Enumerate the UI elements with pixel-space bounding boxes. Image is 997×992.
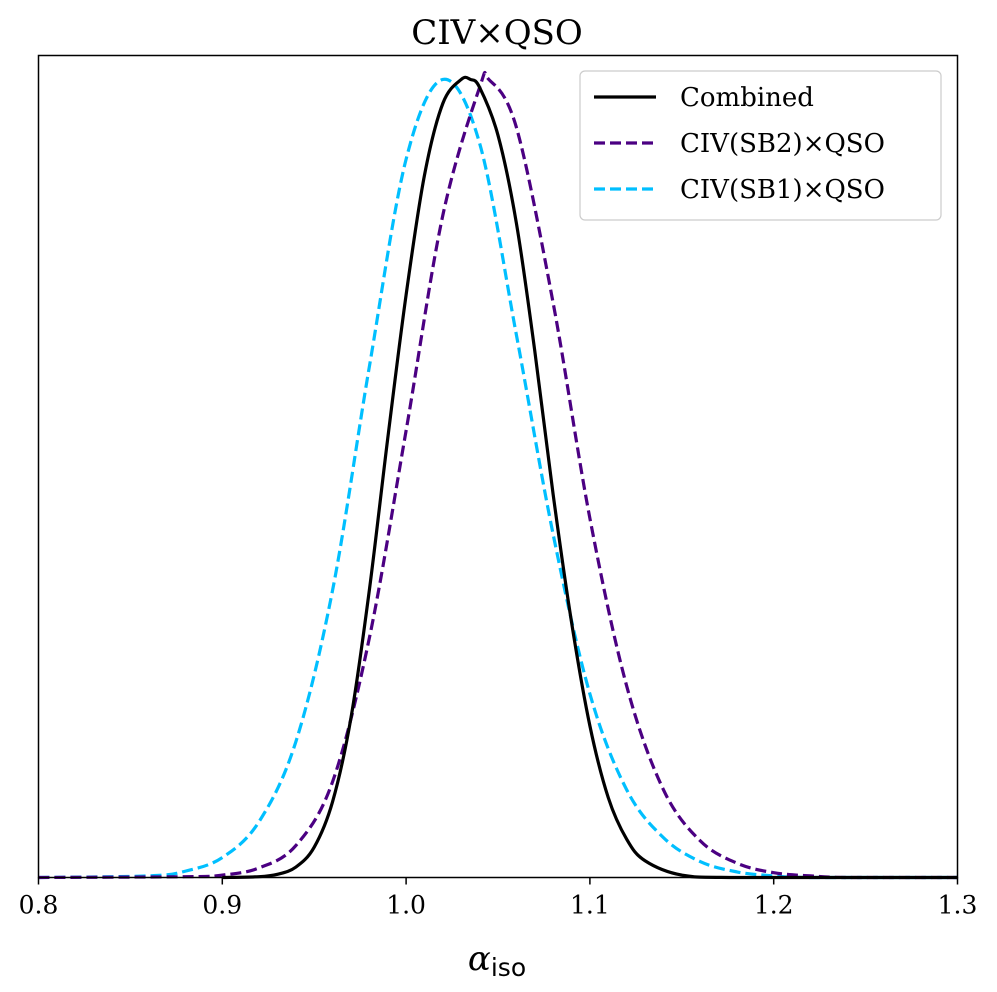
chart-title: CIV×QSO (411, 13, 583, 53)
legend: Combined CIV(SB2)×QSO CIV(SB1)×QSO (579, 70, 942, 221)
plot-series (38, 70, 958, 880)
x-axis-ticks: 0.8 0.9 1.0 1.1 1.2 1.3 (19, 877, 978, 920)
x-axis-label-subscript: iso (491, 953, 526, 982)
plot-frame (37, 54, 959, 879)
series-line-0 (222, 75, 958, 880)
series-line-2 (38, 77, 958, 880)
x-tick-label: 0.9 (202, 891, 242, 920)
x-tick-label: 1.0 (386, 891, 426, 920)
x-tick-label: 1.3 (938, 891, 978, 920)
legend-label-1: CIV(SB2)×QSO (680, 129, 885, 159)
x-tick-label: 0.8 (19, 891, 59, 920)
legend-label-0: Combined (680, 83, 814, 113)
x-tick-label: 1.1 (570, 891, 610, 920)
series-line-1 (38, 70, 958, 880)
x-axis-label-main: α (468, 939, 491, 979)
x-tick-label: 1.2 (754, 891, 794, 920)
legend-box (579, 70, 942, 221)
legend-label-2: CIV(SB1)×QSO (680, 175, 885, 205)
x-axis-label: αiso (468, 939, 526, 982)
